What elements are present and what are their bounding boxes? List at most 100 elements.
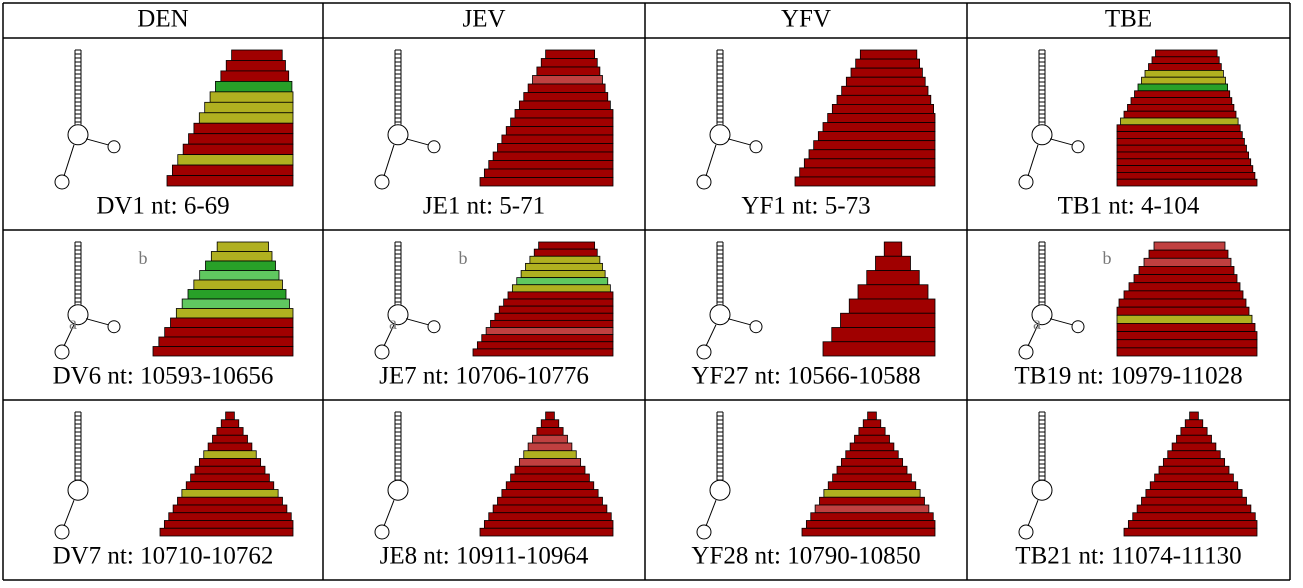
stem — [405, 318, 429, 326]
mountain-layer — [1148, 63, 1222, 71]
mountain-layer — [168, 512, 292, 521]
mountain-layer — [866, 270, 920, 286]
mountain-layer — [1141, 496, 1247, 506]
mountain-layer — [514, 465, 586, 475]
mountain-layer — [158, 336, 294, 347]
stem — [727, 318, 751, 326]
mountain-layer — [494, 312, 614, 321]
loop — [696, 344, 712, 360]
mountain-layer — [836, 465, 908, 475]
mountain-layer — [1116, 178, 1258, 187]
stem — [85, 318, 109, 326]
mountain-layer — [1149, 481, 1239, 490]
mountain-layer — [503, 298, 614, 307]
stem — [63, 500, 75, 527]
loop — [1071, 140, 1085, 154]
mountain-layer — [1162, 458, 1226, 467]
mountain-layer — [855, 58, 921, 69]
mountain-layer — [498, 305, 614, 314]
mountain-layer — [510, 117, 614, 127]
mountain-layer — [1144, 70, 1224, 78]
structure-label: a — [1033, 313, 1041, 333]
mountain-layer — [207, 442, 253, 452]
mountain-layer — [181, 489, 279, 498]
mountain-layer — [1120, 117, 1239, 126]
mountain-layer — [175, 308, 294, 319]
rna-structure — [1018, 49, 1085, 190]
mountain-layer — [536, 66, 601, 76]
mountain-layer — [510, 473, 590, 483]
cell-caption: DV1 nt: 6-69 — [96, 193, 229, 220]
loop — [54, 344, 70, 360]
mountain-layer — [216, 427, 244, 436]
mountain-layer — [488, 160, 614, 170]
mountain-layer — [1171, 442, 1217, 452]
mountain-layer — [215, 80, 293, 93]
mountain-layer — [801, 527, 936, 537]
mountain-layer — [823, 489, 921, 498]
mountain-layer — [1184, 419, 1204, 428]
mountain-layer — [523, 450, 577, 459]
mountain-layer — [225, 60, 286, 72]
mountain-layer — [170, 317, 294, 328]
mountain-layer — [545, 411, 555, 421]
cell-caption: YF27 nt: 10566-10588 — [691, 363, 920, 390]
mountain-layer — [193, 279, 283, 290]
stem — [1049, 138, 1073, 146]
stem — [383, 144, 395, 177]
mountain-layer — [813, 140, 936, 151]
mountain-layer — [822, 122, 936, 132]
mountain-layer — [1180, 427, 1208, 436]
mountain-layer — [216, 241, 269, 252]
rna-structure — [374, 241, 441, 360]
mountain-layer — [518, 458, 582, 467]
stem — [383, 500, 395, 527]
mountain-layer — [859, 49, 918, 60]
mountain-layer — [1148, 249, 1229, 259]
mountain-layer — [1116, 131, 1243, 139]
stem — [727, 138, 751, 146]
mountain-layer — [518, 100, 611, 110]
mountain-layer — [827, 481, 917, 490]
rna-structure — [54, 49, 121, 190]
mountain-layer — [850, 67, 923, 78]
mountain-layer — [164, 327, 294, 338]
loop — [374, 174, 390, 190]
mountain-layer — [193, 122, 294, 135]
loop — [54, 524, 70, 540]
mountain-layer — [799, 167, 936, 178]
loop — [1018, 344, 1034, 360]
mountain-layer — [1116, 314, 1253, 324]
stem — [63, 144, 75, 177]
mountain-layer — [1116, 124, 1241, 133]
mountain-layer — [516, 277, 609, 286]
mountain-layer — [190, 473, 270, 483]
mountain-layer — [520, 270, 606, 279]
cell-caption: JE8 nt: 10911-10964 — [380, 543, 589, 570]
mountain-layer — [1145, 489, 1243, 498]
mountain-layer — [1116, 151, 1250, 160]
rna-structure — [696, 241, 763, 360]
cell-caption: DV6 nt: 10593-10656 — [53, 363, 274, 390]
mountain-layer — [210, 251, 273, 262]
mountain-layer — [1116, 339, 1258, 349]
loop — [67, 124, 89, 146]
mountain-layer — [505, 481, 595, 490]
mountain-layer — [810, 512, 934, 521]
loop — [696, 524, 712, 540]
mountain-layer — [536, 427, 564, 436]
loop — [67, 304, 89, 326]
rna-structure — [54, 241, 121, 360]
mountain-layer — [883, 241, 903, 257]
mountain-layer — [492, 151, 614, 161]
mountain-layer — [840, 458, 904, 467]
mountain-layer — [1154, 473, 1234, 483]
cell-caption: YF28 nt: 10790-10850 — [691, 543, 920, 570]
mountain-layer — [1116, 137, 1245, 146]
mountain-layer — [1123, 290, 1244, 300]
rna-structure — [54, 411, 89, 540]
mountain-layer — [1189, 411, 1199, 421]
mountain-layer — [794, 176, 936, 187]
loop — [387, 479, 409, 501]
